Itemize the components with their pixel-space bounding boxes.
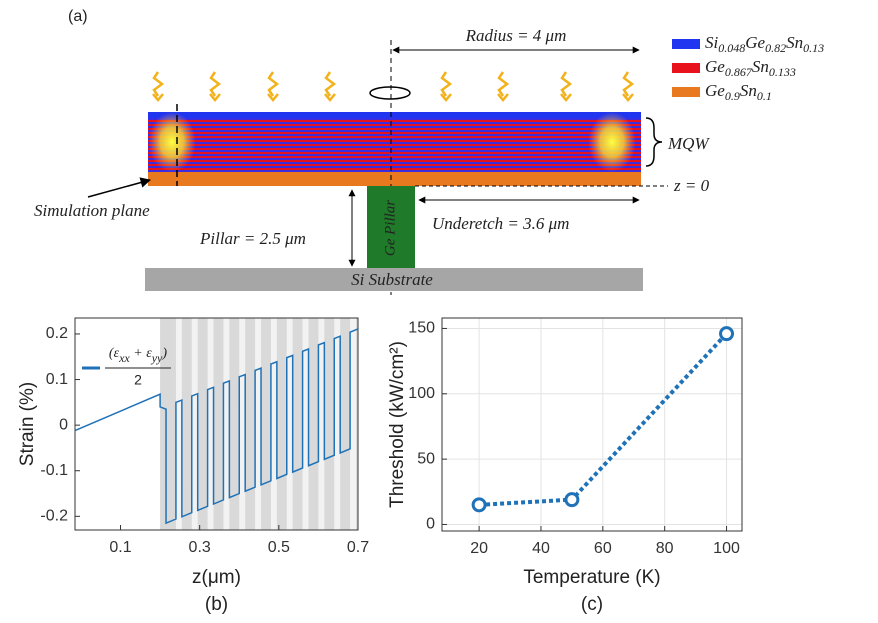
- data-point: [566, 494, 578, 506]
- x-tick-label: 20: [470, 540, 488, 557]
- text-part: Ge: [705, 57, 725, 76]
- panel-label: (b): [205, 594, 228, 615]
- subscript: 0.133: [769, 65, 796, 79]
- layer-stripe: [334, 318, 340, 530]
- legend-numerator: (εxx + εyy): [109, 346, 167, 365]
- text-part: Sn: [786, 33, 803, 52]
- layer-stripe: [223, 318, 229, 530]
- mode-spot: [588, 112, 636, 172]
- text-part: Sn: [740, 81, 757, 100]
- text-part: Ge: [745, 33, 765, 52]
- y-axis-label: Strain (%): [17, 382, 38, 466]
- light-arrows: [153, 72, 633, 100]
- text-part: Si: [705, 33, 719, 52]
- y-tick-label: 0: [59, 416, 68, 433]
- simulation-label: Simulation plane: [34, 201, 150, 220]
- mqw-label: MQW: [667, 134, 710, 153]
- pillar-label: Ge Pillar: [382, 200, 398, 256]
- rotation-symbol: [370, 87, 410, 99]
- cap-layer: [148, 112, 641, 118]
- x-tick-label: 0.5: [268, 539, 290, 556]
- y-tick-label: 0.1: [46, 371, 68, 388]
- radius-label: Radius = 4 μm: [465, 26, 567, 45]
- layer-stripe: [176, 318, 182, 530]
- y-tick-label: 100: [408, 385, 435, 402]
- legend-swatch: [672, 39, 700, 49]
- z0-label: z = 0: [673, 176, 710, 195]
- y-tick-label: 150: [408, 320, 435, 337]
- subscript: xx: [118, 351, 130, 365]
- x-tick-label: 40: [532, 540, 550, 557]
- layer-stripe: [208, 318, 214, 530]
- underetch-label: Underetch = 3.6 μm: [432, 214, 569, 233]
- panel-label: (a): [68, 8, 88, 25]
- plot-frame: [442, 318, 742, 531]
- charts: -0.2 -0.1 0 0.1 0.2 0.1 0.3 0.5 0.7 (εxx + εyy) 2 z…: [17, 318, 742, 615]
- pillar-height-label: Pillar = 2.5 μm: [199, 229, 306, 248]
- x-axis-label: Temperature (K): [523, 567, 660, 588]
- text-part: Ge: [705, 81, 725, 100]
- mode-spot: [148, 112, 196, 172]
- layer-stripe: [271, 318, 277, 530]
- subscript: 0.9: [725, 89, 740, 103]
- mqw-layers: [148, 112, 641, 172]
- legend: Si0.048Ge0.82Sn0.13Ge0.867Sn0.133Ge0.9Sn…: [672, 33, 824, 103]
- diagram: (a) Radius = 4 μm MQW z = 0 Ge Pillar Si…: [34, 8, 824, 295]
- text-part: + ε: [130, 346, 152, 361]
- y-tick-label: 0.2: [46, 325, 68, 342]
- x-tick-label: 0.3: [189, 539, 211, 556]
- x-tick-label: 0.1: [109, 539, 131, 556]
- data-point: [721, 328, 733, 340]
- layer-stripe: [239, 318, 245, 530]
- x-axis-label: z(μm): [192, 567, 241, 588]
- substrate-label: Si Substrate: [351, 270, 433, 289]
- legend-denominator: 2: [134, 372, 142, 388]
- layer-stripe: [318, 318, 324, 530]
- panel-label: (c): [581, 594, 603, 615]
- layer-stripe: [255, 318, 261, 530]
- y-tick-label: 50: [417, 450, 435, 467]
- text-part: (ε: [109, 346, 120, 361]
- layer-stripe: [287, 318, 293, 530]
- subscript: 0.13: [803, 41, 824, 55]
- layer-stripe: [350, 318, 356, 530]
- data-point: [473, 499, 485, 511]
- subscript: yy: [151, 351, 163, 365]
- x-tick-label: 80: [656, 540, 674, 557]
- buffer-layer: [148, 172, 641, 186]
- x-tick-label: 0.7: [347, 539, 369, 556]
- legend-swatch: [672, 87, 700, 97]
- y-axis-label: Threshold (kW/cm²): [387, 341, 408, 508]
- y-tick-label: 0: [426, 516, 435, 533]
- subscript: 0.82: [765, 41, 786, 55]
- subscript: 0.867: [725, 65, 753, 79]
- legend-label: Si0.048Ge0.82Sn0.13: [705, 33, 824, 55]
- figure: (a) Radius = 4 μm MQW z = 0 Ge Pillar Si…: [0, 0, 878, 623]
- y-tick-label: -0.1: [40, 462, 68, 479]
- text-part: Sn: [752, 57, 769, 76]
- legend-label: Ge0.867Sn0.133: [705, 57, 796, 79]
- y-tick-label: -0.2: [40, 508, 68, 525]
- subscript: 0.1: [757, 89, 772, 103]
- x-tick-label: 100: [713, 540, 740, 557]
- simulation-arrow: [88, 180, 150, 197]
- layer-stripe: [192, 318, 198, 530]
- x-tick-label: 60: [594, 540, 612, 557]
- text-part: ): [161, 346, 167, 361]
- subscript: 0.048: [718, 41, 745, 55]
- legend-label: Ge0.9Sn0.1: [705, 81, 772, 103]
- legend-swatch: [672, 63, 700, 73]
- mqw-brace: [646, 118, 662, 166]
